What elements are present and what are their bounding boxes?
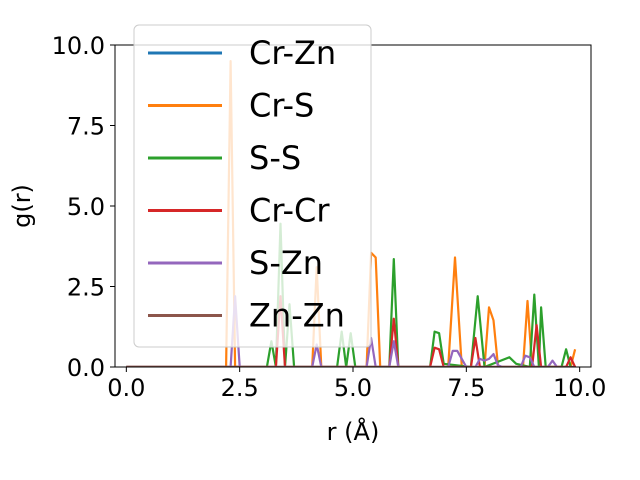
legend: Cr-Zn Cr-S S-S Cr-Cr S-Zn Zn-Zn [133, 24, 372, 348]
y-tick-label: 7.5 [67, 113, 105, 141]
x-tick-label: 5.0 [334, 374, 372, 402]
series-line-cr-s [126, 59, 577, 367]
series-line-cr-cr [126, 295, 577, 367]
x-axis: 0.0 2.5 5.0 7.5 10.0 [107, 367, 606, 402]
legend-items: Cr-Zn Cr-S S-S Cr-Cr S-Zn Zn-Zn [148, 34, 345, 335]
legend-label-cr-s: Cr-S [249, 87, 314, 125]
legend-label-cr-cr: Cr-Cr [249, 192, 330, 230]
y-tick-label: 0.0 [67, 354, 105, 382]
x-tick-label: 2.5 [221, 374, 259, 402]
x-tick-label: 0.0 [107, 374, 145, 402]
legend-label-zn-zn: Zn-Zn [249, 297, 345, 335]
x-tick-label: 7.5 [447, 374, 485, 402]
x-axis-label: r (Å) [327, 417, 380, 446]
y-tick-label: 5.0 [67, 193, 105, 221]
x-tick-label: 10.0 [553, 374, 606, 402]
y-tick-label: 10.0 [52, 32, 105, 60]
y-axis-label: g(r) [8, 184, 36, 228]
series-line-s-zn [126, 295, 558, 367]
y-tick-label: 2.5 [67, 274, 105, 302]
legend-label-s-s: S-S [249, 139, 301, 177]
legend-label-s-zn: S-Zn [249, 244, 323, 282]
legend-label-cr-zn: Cr-Zn [249, 34, 336, 72]
y-axis: 0.0 2.5 5.0 7.5 10.0 [52, 32, 115, 382]
